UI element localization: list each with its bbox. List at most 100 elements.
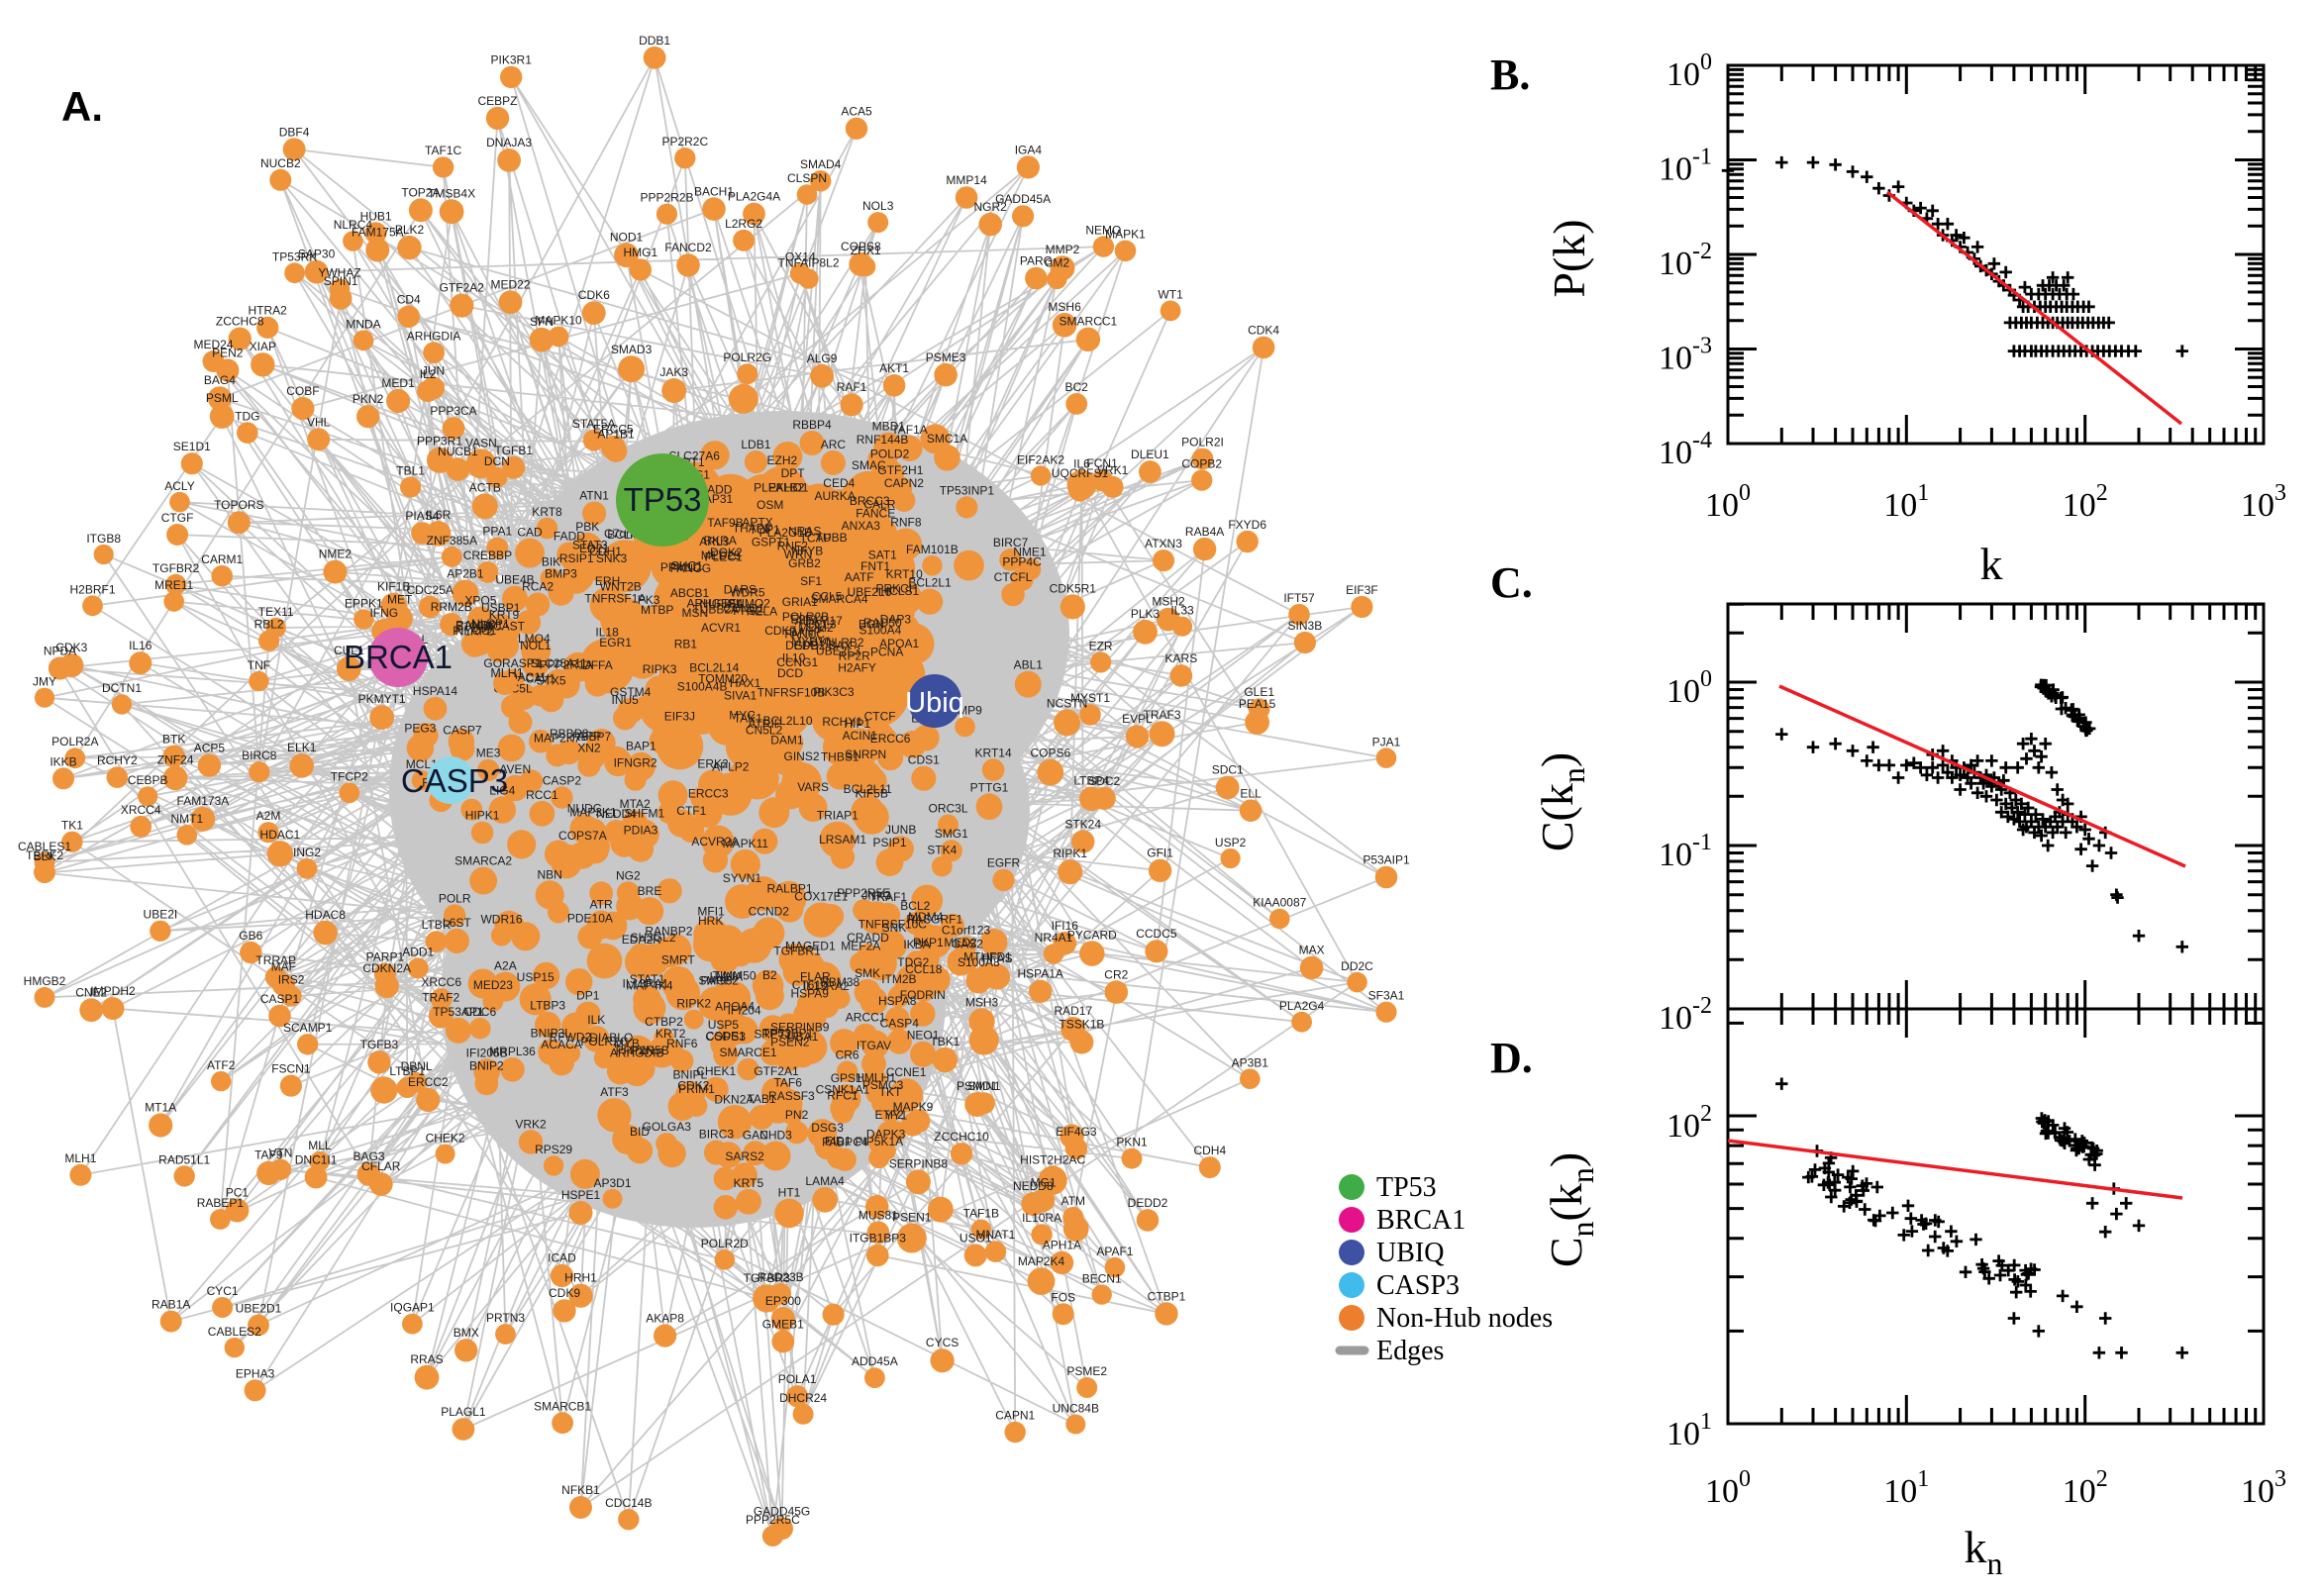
svg-text:RPS29: RPS29 xyxy=(535,1143,572,1156)
svg-text:PPP3CA: PPP3CA xyxy=(430,404,476,418)
svg-text:BGN: BGN xyxy=(858,618,884,632)
svg-text:MSH6: MSH6 xyxy=(1048,300,1081,314)
svg-text:CDK9: CDK9 xyxy=(549,1286,580,1300)
svg-text:CRADD: CRADD xyxy=(847,931,889,945)
svg-text:TOP2A: TOP2A xyxy=(401,185,440,199)
svg-text:ABL1: ABL1 xyxy=(1014,658,1044,672)
svg-text:LAMA4: LAMA4 xyxy=(805,1174,845,1188)
svg-text:CFLAR: CFLAR xyxy=(361,1159,401,1173)
svg-text:BNIP3L: BNIP3L xyxy=(531,1027,572,1041)
svg-text:LTBP4: LTBP4 xyxy=(1073,774,1109,788)
svg-text:PARG: PARG xyxy=(1020,254,1053,268)
svg-text:IL13RA2: IL13RA2 xyxy=(803,979,850,993)
svg-text:ZHX1: ZHX1 xyxy=(851,244,881,257)
svg-text:DARS: DARS xyxy=(724,583,757,597)
svg-text:MED1: MED1 xyxy=(381,376,415,390)
svg-text:CTBP1: CTBP1 xyxy=(1148,1289,1186,1303)
svg-text:EZH2: EZH2 xyxy=(767,453,798,467)
svg-text:JAK3: JAK3 xyxy=(659,365,688,379)
svg-text:MED23: MED23 xyxy=(473,978,513,992)
svg-text:MT1A: MT1A xyxy=(145,1100,176,1114)
svg-text:ATN1: ATN1 xyxy=(579,489,609,503)
svg-text:PJA1: PJA1 xyxy=(1372,735,1401,748)
svg-text:Non-Hub nodes: Non-Hub nodes xyxy=(1376,1303,1553,1334)
svg-text:FAM101B: FAM101B xyxy=(906,543,959,556)
svg-text:ATM: ATM xyxy=(1061,1194,1085,1208)
svg-text:CCDC5: CCDC5 xyxy=(1136,927,1177,941)
svg-text:P53AIP1: P53AIP1 xyxy=(1363,853,1410,867)
svg-text:MYH10: MYH10 xyxy=(791,635,831,648)
svg-text:TNFRSF10C: TNFRSF10C xyxy=(858,917,928,931)
svg-text:EID1: EID1 xyxy=(825,1135,852,1148)
svg-text:NOL3: NOL3 xyxy=(862,199,894,213)
svg-text:ACIN1: ACIN1 xyxy=(843,729,878,743)
svg-text:TOPORS: TOPORS xyxy=(214,498,263,512)
svg-text:P(k): P(k) xyxy=(1544,219,1594,297)
svg-text:PSMC3: PSMC3 xyxy=(862,1078,904,1092)
svg-text:NLRP2: NLRP2 xyxy=(455,625,494,639)
svg-text:ARHGDIA: ARHGDIA xyxy=(407,329,461,343)
svg-text:PIAS4: PIAS4 xyxy=(405,509,439,523)
svg-text:CLSPN: CLSPN xyxy=(787,171,827,185)
svg-text:SMAD3: SMAD3 xyxy=(611,343,653,356)
svg-text:PARP1: PARP1 xyxy=(366,950,405,964)
svg-text:COX17E1: COX17E1 xyxy=(794,889,848,903)
svg-text:RRM2B: RRM2B xyxy=(431,600,472,614)
svg-text:CCNE1: CCNE1 xyxy=(886,1065,927,1079)
svg-text:TRAF3: TRAF3 xyxy=(1143,708,1180,722)
svg-text:DSG3: DSG3 xyxy=(811,1121,844,1135)
svg-text:KRT5: KRT5 xyxy=(734,1176,764,1190)
svg-text:NEDD8: NEDD8 xyxy=(1013,1179,1054,1193)
svg-text:EZR: EZR xyxy=(1089,639,1113,652)
svg-text:STK24: STK24 xyxy=(1064,817,1101,831)
svg-text:SNK3: SNK3 xyxy=(596,551,628,565)
svg-text:SMARCA2: SMARCA2 xyxy=(454,854,512,868)
svg-text:COPS6: COPS6 xyxy=(1030,747,1070,760)
svg-text:PKN1: PKN1 xyxy=(1116,1136,1148,1149)
svg-text:ATF3: ATF3 xyxy=(600,1085,629,1099)
svg-text:NCSTN: NCSTN xyxy=(1047,696,1087,710)
svg-text:STK4: STK4 xyxy=(927,844,957,857)
svg-text:MET: MET xyxy=(387,592,413,606)
svg-text:RCHY1: RCHY1 xyxy=(822,715,862,729)
svg-text:GSTM4: GSTM4 xyxy=(610,685,652,699)
svg-text:TERF2: TERF2 xyxy=(26,848,63,862)
svg-text:RAD50: RAD50 xyxy=(863,616,902,630)
svg-text:CSDE1: CSDE1 xyxy=(706,1030,746,1044)
svg-text:SMRT: SMRT xyxy=(661,953,695,967)
svg-text:HIP1: HIP1 xyxy=(844,717,870,731)
svg-text:PLEC1: PLEC1 xyxy=(705,549,743,563)
svg-text:DPT: DPT xyxy=(781,466,806,480)
svg-text:BCL2L11: BCL2L11 xyxy=(844,782,892,796)
svg-text:BCL2: BCL2 xyxy=(900,899,930,913)
svg-text:CASP1: CASP1 xyxy=(260,992,300,1006)
svg-text:USP5: USP5 xyxy=(708,1018,740,1032)
svg-text:IFI205B: IFI205B xyxy=(466,1046,508,1059)
svg-text:MSN: MSN xyxy=(681,606,708,620)
svg-text:RFWD2: RFWD2 xyxy=(550,1031,592,1045)
svg-text:TNFRSF10B: TNFRSF10B xyxy=(758,686,826,700)
svg-text:SDC1: SDC1 xyxy=(1212,763,1244,777)
svg-text:IL10RA: IL10RA xyxy=(1022,1211,1061,1225)
svg-text:103: 103 xyxy=(2241,1466,2286,1510)
svg-text:CDC25A: CDC25A xyxy=(407,583,454,597)
svg-text:RASSF3: RASSF3 xyxy=(768,1089,815,1103)
svg-text:TAF1B: TAF1B xyxy=(963,1206,999,1220)
svg-text:PK3: PK3 xyxy=(638,593,660,607)
svg-text:PLK2: PLK2 xyxy=(395,223,425,237)
svg-text:TRAF1: TRAF1 xyxy=(869,890,907,904)
svg-text:BAG4: BAG4 xyxy=(204,373,236,387)
svg-text:BRCA1: BRCA1 xyxy=(344,639,453,675)
svg-text:EGFR: EGFR xyxy=(987,856,1021,870)
svg-text:MTA2: MTA2 xyxy=(620,797,651,811)
svg-text:UNC84B: UNC84B xyxy=(1053,1402,1099,1416)
svg-text:CASP3: CASP3 xyxy=(401,762,508,799)
svg-text:UBE4B: UBE4B xyxy=(495,573,534,587)
svg-text:NUDC: NUDC xyxy=(567,801,602,815)
svg-text:TNFRSF1A: TNFRSF1A xyxy=(584,592,646,606)
svg-text:SMG1: SMG1 xyxy=(935,827,968,841)
svg-text:PP2R2C: PP2R2C xyxy=(661,135,708,149)
svg-text:MAP2K7: MAP2K7 xyxy=(534,731,581,745)
svg-text:MMP2: MMP2 xyxy=(1046,243,1080,256)
svg-text:RAD17: RAD17 xyxy=(1054,1004,1092,1018)
